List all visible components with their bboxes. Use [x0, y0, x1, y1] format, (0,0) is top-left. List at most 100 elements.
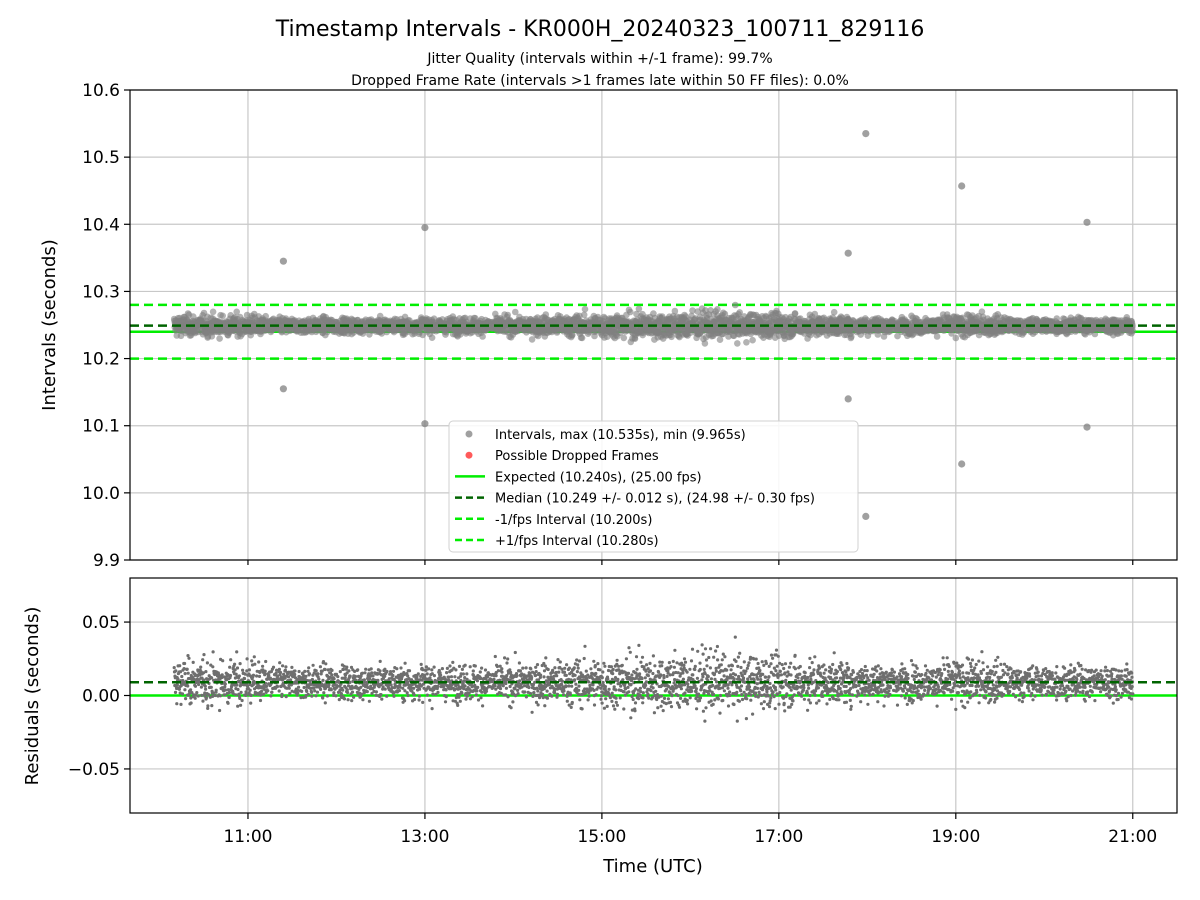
top-panel-y-ticks: 10.610.510.410.310.210.110.09.9 [82, 81, 130, 571]
residual-point [293, 669, 297, 673]
residual-point [316, 672, 320, 676]
residual-point [228, 665, 232, 669]
residual-point [296, 691, 300, 695]
residual-point [210, 704, 214, 708]
residual-point [209, 685, 213, 689]
residual-point [290, 665, 294, 670]
interval-point [262, 312, 270, 320]
residual-point [368, 677, 372, 681]
residual-point [353, 674, 357, 678]
residual-point [380, 697, 384, 701]
residual-point [306, 692, 310, 696]
residual-point [483, 668, 488, 672]
residual-point [350, 699, 354, 703]
chart-subtitle-dropped: Dropped Frame Rate (intervals >1 frames … [351, 73, 849, 89]
residual-point [213, 693, 217, 698]
interval-point [627, 308, 634, 316]
residual-point [417, 694, 421, 698]
residual-point [397, 689, 401, 693]
residual-point [321, 696, 325, 700]
residual-point [453, 675, 457, 679]
interval-point [1091, 330, 1099, 338]
interval-point [671, 307, 679, 315]
residual-point [465, 672, 469, 676]
residual-point [204, 696, 208, 700]
residual-point [342, 697, 347, 701]
residual-point [350, 690, 355, 694]
residual-point [470, 695, 474, 699]
residual-point [449, 675, 454, 679]
residual-point [257, 674, 262, 679]
interval-point [209, 308, 217, 316]
residual-point [425, 672, 429, 676]
residual-point [235, 650, 239, 654]
residual-point [319, 687, 323, 692]
residual-point [313, 689, 317, 693]
residual-point [367, 699, 371, 703]
residual-point [227, 695, 231, 700]
interval-point [219, 312, 226, 320]
residual-point [310, 694, 314, 698]
residual-point [391, 673, 395, 678]
interval-outlier-point [958, 460, 966, 468]
interval-outlier-point [1083, 423, 1091, 431]
residual-point [436, 690, 440, 695]
residual-point [378, 659, 382, 664]
residual-point [300, 689, 304, 694]
residual-point [307, 666, 311, 670]
residual-point [180, 674, 184, 679]
residual-point [284, 665, 288, 669]
residual-point [275, 685, 279, 689]
chart-title: Timestamp Intervals - KR000H_20240323_10… [275, 17, 925, 42]
residual-point [318, 665, 322, 669]
residual-point [412, 693, 416, 697]
residual-point [391, 669, 396, 673]
residual-point [314, 694, 318, 698]
interval-point [504, 311, 512, 319]
residual-point [218, 708, 222, 713]
residual-point [332, 677, 336, 681]
residual-point [175, 683, 179, 687]
interval-point [542, 311, 550, 318]
residual-point [460, 691, 464, 695]
residual-point [412, 686, 416, 690]
top-y-tick-label: 10.4 [82, 215, 120, 235]
residual-point [289, 678, 293, 682]
residual-point [448, 664, 452, 668]
residual-point [421, 700, 425, 705]
residual-point [370, 671, 374, 675]
residual-point [237, 674, 241, 678]
residual-point [403, 699, 407, 703]
interval-outlier-point [844, 249, 852, 257]
residual-point [180, 692, 185, 696]
residual-point [191, 660, 195, 665]
residual-point [255, 674, 259, 678]
residual-point [249, 701, 253, 705]
interval-outlier-point [958, 182, 966, 190]
residual-point [371, 674, 375, 678]
residual-point [277, 667, 281, 672]
residual-point [241, 668, 245, 672]
interval-point [952, 334, 960, 342]
residual-point [186, 671, 190, 675]
residual-point [310, 690, 314, 695]
residual-point [341, 688, 345, 692]
residual-point [201, 699, 205, 703]
residual-point [468, 665, 472, 669]
residual-point [412, 697, 417, 702]
residual-point [416, 672, 420, 676]
residual-point [346, 690, 350, 695]
residual-point [480, 666, 484, 670]
residual-point [383, 687, 387, 691]
residual-point [239, 690, 243, 695]
residual-point [193, 684, 198, 688]
residual-point [197, 682, 201, 687]
residual-point [474, 693, 478, 697]
residual-point [471, 669, 475, 673]
residual-point [456, 703, 460, 708]
residual-point [419, 662, 423, 667]
residual-point [236, 704, 240, 708]
residual-point [262, 692, 266, 696]
residual-point [211, 665, 215, 669]
interval-outlier-point [1083, 218, 1091, 226]
